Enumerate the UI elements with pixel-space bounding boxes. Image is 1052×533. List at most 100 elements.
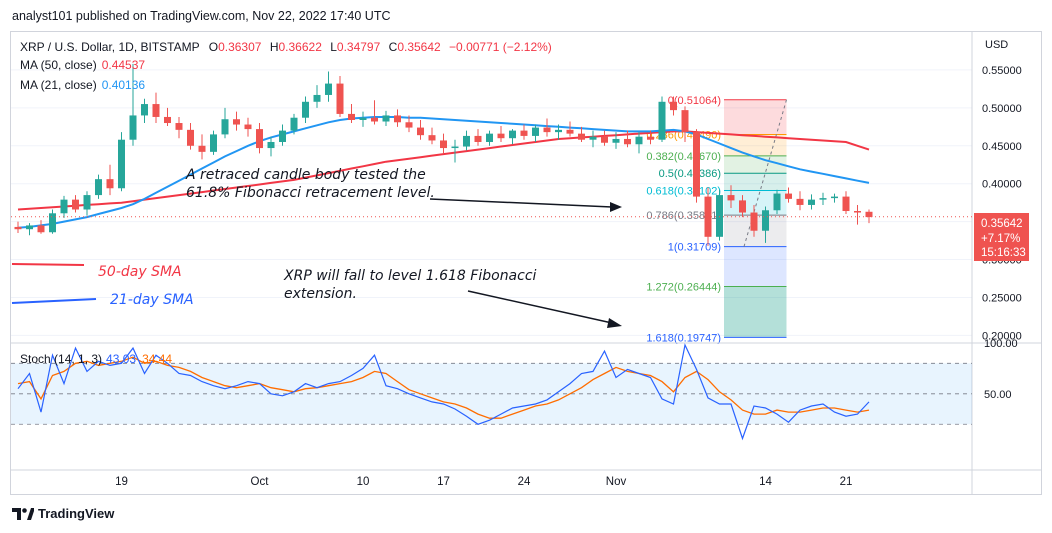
legend-ma21: MA (21, close) 0.40136 (20, 78, 145, 92)
candle (624, 130, 631, 148)
candle-body (60, 199, 68, 214)
candle (578, 126, 585, 142)
price-axis: 0.550000.500000.450000.400000.350000.300… (11, 32, 1041, 494)
candle-body (681, 110, 689, 133)
candle (831, 193, 838, 203)
candle (152, 92, 160, 124)
candle-body (670, 101, 677, 111)
candle-body (118, 139, 125, 189)
legend-symbol: XRP / U.S. Dollar, 1D, BITSTAMP O0.36307… (20, 40, 552, 54)
tradingview-logo[interactable]: TradingView (12, 506, 114, 521)
candle (83, 191, 91, 216)
candle-body (612, 138, 620, 143)
candle (164, 107, 171, 127)
candle (267, 136, 275, 157)
publisher-line: analyst101 published on TradingView.com,… (12, 9, 391, 23)
time-tick-label: 17 (437, 476, 450, 488)
candle (762, 206, 769, 243)
candle-body (808, 199, 815, 205)
arrow-head-2 (607, 318, 622, 328)
annotation-arrows (429, 198, 622, 328)
candle-body (624, 138, 631, 145)
candle (727, 185, 735, 208)
fib-level-label: 0.786(0.35851) (646, 210, 721, 222)
candle-body (72, 199, 79, 210)
candle-body (37, 225, 45, 233)
candle (348, 104, 355, 124)
candle-body (382, 115, 390, 122)
candle (336, 75, 344, 117)
price-tick-label: 0.50000 (982, 103, 1022, 115)
candle (49, 209, 56, 234)
candle (543, 118, 551, 137)
candle (118, 132, 125, 192)
candle-body (831, 196, 838, 199)
candle (187, 123, 194, 150)
candle (290, 113, 298, 135)
currency-label: USD (985, 39, 1008, 51)
candle-body (543, 127, 551, 133)
candle-body (865, 211, 873, 218)
fib-level-label: 0.382(0.43670) (646, 151, 721, 163)
fib-level-label: 0(0.51064) (668, 95, 721, 107)
candle (428, 127, 436, 145)
candle (509, 129, 516, 145)
price-tag-timer: 15:16:33 (981, 247, 1026, 259)
tradingview-logo-icon (12, 507, 35, 521)
candle (532, 124, 539, 142)
time-tick-label: 21 (840, 476, 853, 488)
price-tag-bg (974, 213, 1029, 261)
price-tick-label: 0.40000 (982, 179, 1022, 191)
candle-body (152, 104, 160, 117)
candle (244, 117, 252, 137)
fib-level-label: 1.618(0.19747) (646, 332, 721, 344)
candle (405, 115, 413, 133)
candle-body (290, 117, 298, 131)
annotation-note1-line1: A retraced candle body tested the (185, 167, 426, 183)
candle (520, 124, 528, 140)
candle (555, 124, 562, 140)
ma50-line (17, 130, 870, 211)
stoch-d-line (17, 356, 870, 419)
candle (325, 71, 332, 102)
candle (785, 187, 792, 203)
candle (819, 192, 827, 205)
candle (440, 133, 447, 154)
price-tag-price: 0.35642 (981, 218, 1023, 230)
stoch-k-line (17, 343, 870, 441)
candle-body (520, 130, 528, 136)
sma50-swatch (11, 263, 85, 266)
fib-zone (724, 246, 787, 287)
arrow-to-fib-618 (429, 198, 613, 208)
candle-body (635, 136, 643, 145)
candle (750, 204, 758, 237)
fib-zone (724, 99, 787, 135)
stoch-tick-label: 100.00 (984, 338, 1018, 350)
candle (601, 130, 608, 146)
candle (221, 107, 229, 139)
candle-body (95, 179, 102, 196)
candle (26, 223, 33, 236)
candles (14, 63, 873, 246)
candle (566, 121, 574, 137)
candle (658, 96, 666, 142)
candle (106, 164, 114, 196)
candle (198, 134, 206, 160)
candle-body (49, 213, 56, 233)
candle-body (451, 146, 459, 149)
candle (451, 139, 459, 163)
ma21-line (17, 116, 870, 229)
candle (486, 130, 493, 146)
arrow-to-fib-1618 (467, 290, 613, 324)
fib-level-label: 0.5(0.41386) (659, 168, 721, 180)
candle (635, 132, 643, 154)
time-tick-label: 10 (357, 476, 370, 488)
candle-body (601, 136, 608, 143)
stoch-tick-label: 50.00 (984, 389, 1012, 401)
candle-body (578, 133, 585, 140)
price-tick-label: 0.25000 (982, 292, 1022, 304)
candle-body (187, 129, 194, 146)
candle (371, 100, 378, 125)
time-tick-label: Oct (251, 476, 270, 488)
